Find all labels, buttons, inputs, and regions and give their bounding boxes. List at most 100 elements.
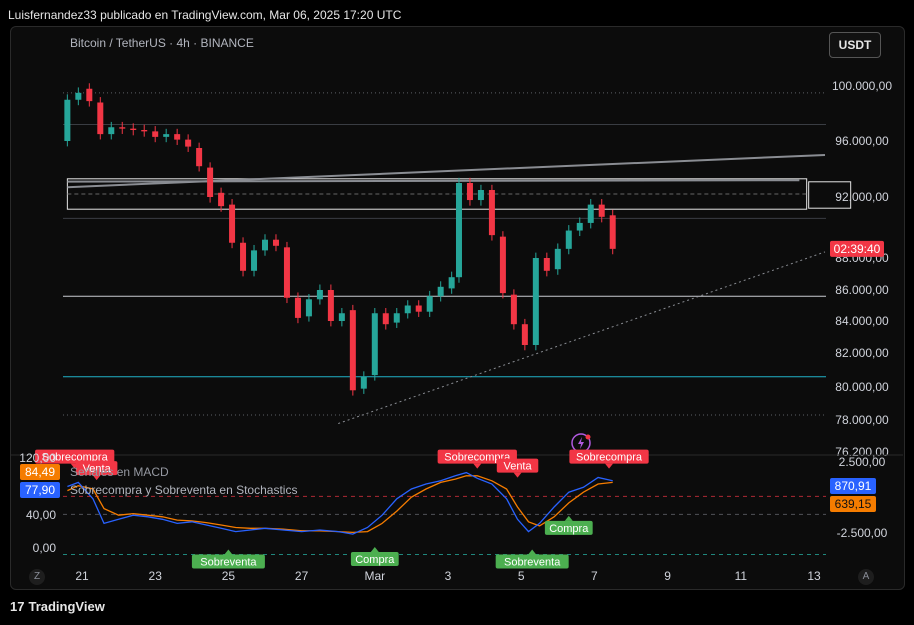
signal-box-0	[35, 449, 115, 464]
price-tick-1: 96.000,00	[835, 134, 889, 148]
time-tick-10: 13	[807, 569, 821, 583]
left-badge-1	[20, 482, 60, 498]
right-axis-tick-0: 2.500,00	[839, 455, 886, 469]
signal-label-1: Venta	[83, 463, 112, 475]
candle-body-34	[437, 286, 444, 297]
candle-body-27	[360, 376, 367, 389]
time-tick-0: 21	[75, 569, 89, 583]
candle-body-37	[466, 183, 473, 201]
signal-pointer-2	[224, 549, 233, 555]
candle-body-3	[97, 102, 104, 135]
candle-body-42	[521, 324, 528, 345]
candle-body-46	[565, 230, 572, 249]
candle-body-15	[229, 204, 236, 243]
time-tick-2: 25	[222, 569, 236, 583]
candle-body-28	[371, 313, 378, 376]
signal-box-5	[496, 458, 539, 473]
signal-pointer-1	[92, 475, 101, 481]
price-tick-4: 86.000,00	[835, 283, 889, 297]
signal-label-3: Compra	[355, 554, 395, 566]
signal-label-7: Sobreventa	[504, 556, 561, 568]
time-tick-1: 23	[149, 569, 163, 583]
price-tick-6: 82.000,00	[835, 346, 889, 360]
candle-body-21	[294, 297, 301, 318]
signal-pointer-4	[473, 463, 482, 469]
candle-body-24	[327, 290, 334, 321]
left-axis-tick-2: 0,00	[33, 541, 57, 555]
tradingview-logo-icon: 17	[10, 599, 25, 614]
candle-body-49	[598, 204, 605, 217]
symbol-label: Bitcoin / TetherUS · 4h · BINANCE	[70, 36, 254, 50]
candle-body-19	[272, 239, 279, 246]
time-tick-8: 9	[664, 569, 671, 583]
candle-body-30	[393, 313, 400, 323]
countdown-badge	[830, 240, 884, 257]
zoom-reset-button[interactable]: Z	[29, 569, 45, 585]
candle-body-35	[448, 277, 455, 289]
right-axis-tick-1: -2.500,00	[837, 526, 888, 540]
candle-body-44	[543, 258, 550, 271]
publication-header: Luisfernandez33 publicado en TradingView…	[8, 8, 402, 22]
candle-body-18	[262, 239, 268, 251]
candle-body-25	[338, 313, 345, 321]
right-badge-label-1: 639,15	[835, 497, 872, 511]
candle-body-23	[316, 290, 323, 300]
signal-label-5: Venta	[503, 461, 532, 473]
candle-body-38	[477, 190, 484, 201]
signal-box-3	[350, 552, 399, 566]
right-badge-1	[830, 496, 876, 512]
countdown-label: 02:39:40	[834, 242, 881, 256]
candle-body-5	[119, 127, 126, 129]
candle-body-31	[404, 305, 411, 314]
alert-bolt-icon	[578, 437, 584, 449]
price-tick-7: 80.000,00	[835, 380, 889, 394]
right-badge-label-0: 870,91	[835, 479, 872, 493]
signal-label-6: Compra	[549, 523, 589, 535]
trendline-2	[338, 251, 826, 425]
candle-body-14	[218, 192, 225, 207]
indicator-group	[63, 471, 826, 556]
price-tick-2: 92.000,00	[835, 190, 889, 204]
signal-box-2	[191, 554, 265, 569]
signal-pointer-7	[528, 549, 537, 555]
candle-body-43	[532, 258, 539, 345]
brand-name: TradingView	[28, 599, 105, 614]
candle-body-6	[130, 128, 137, 130]
stochastics-legend[interactable]: Sobrecompra y Sobreventa en Stochastics	[70, 483, 298, 497]
signal-label-0: Sobrecompra	[42, 452, 109, 464]
time-tick-6: 5	[518, 569, 525, 583]
auto-scale-button[interactable]: A	[858, 569, 874, 585]
signal-box-7	[495, 554, 569, 569]
candle-body-32	[415, 305, 422, 312]
signal-pointer-5	[513, 472, 522, 478]
candle-body-2	[86, 88, 93, 102]
trendline-1	[67, 179, 800, 183]
price-tick-0: 100.000,00	[832, 79, 892, 93]
candle-body-47	[576, 222, 583, 231]
macd-legend[interactable]: Señales en MACD	[70, 465, 169, 479]
signal-pointer-6	[564, 515, 573, 521]
left-badge-label-1: 77,90	[25, 483, 55, 497]
zone-extension	[808, 181, 852, 209]
candle-body-9	[163, 134, 170, 137]
candle-body-16	[240, 242, 247, 271]
stoch-k-line	[67, 471, 613, 535]
currency-button[interactable]: USDT	[829, 32, 881, 58]
time-tick-9: 11	[735, 569, 748, 583]
candle-body-8	[152, 131, 159, 137]
candle-body-39	[488, 190, 495, 236]
candle-body-50	[609, 215, 616, 249]
candle-body-17	[251, 250, 258, 271]
signal-box-6	[544, 520, 593, 535]
candle-body-22	[305, 299, 312, 317]
candle-body-13	[207, 167, 214, 197]
candle-body-12	[196, 148, 203, 167]
signal-label-2: Sobreventa	[200, 556, 257, 568]
time-tick-3: 27	[295, 569, 309, 583]
stoch-d-line	[67, 475, 613, 534]
candle-body-0	[64, 99, 71, 141]
candle-body-4	[108, 127, 115, 135]
candle-body-36	[455, 183, 462, 278]
candle-body-11	[185, 139, 192, 147]
